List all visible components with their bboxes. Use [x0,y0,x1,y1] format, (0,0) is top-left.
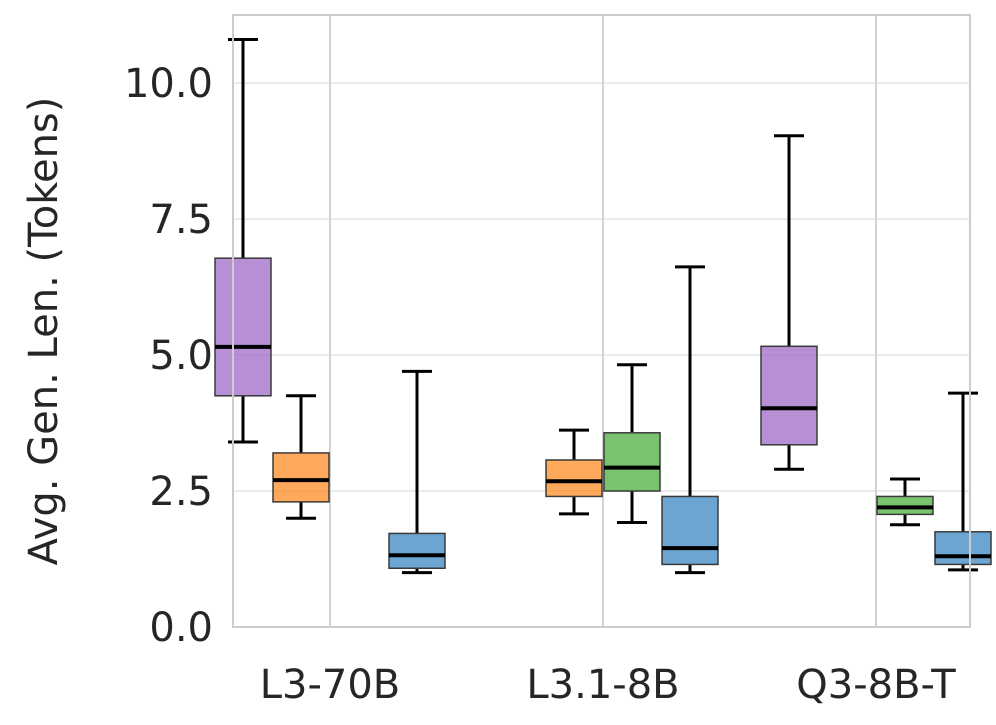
iqr-box [603,432,661,492]
y-tick-label: 5.0 [149,333,213,379]
box-Q3-8B-T-s0 [760,134,818,471]
y-axis-title: Avg. Gen. Len. (Tokens) [21,97,67,566]
iqr-box [388,532,446,569]
box-Q3-8B-T-s2 [876,477,934,527]
box-Q3-8B-T-s3 [934,391,992,572]
iqr-box [934,531,992,566]
x-tick-label: L3.1-8B [526,662,679,708]
x-tick-label: Q3-8B-T [796,662,956,708]
iqr-box [545,459,603,498]
y-tick-label: 7.5 [149,197,213,243]
box-L3-70B-s3 [388,369,446,575]
box-series [214,37,992,575]
box-L3-70B-s1 [272,394,330,520]
box-L3.1-8B-s2 [603,363,661,525]
iqr-box [272,452,330,503]
y-tick-label: 2.5 [149,469,213,515]
y-axis-ticks: 0.0 2.5 5.0 7.5 10.0 [124,61,213,651]
x-tick-label: L3-70B [260,662,401,708]
box-L3.1-8B-s3 [661,265,719,575]
grid-lines [233,15,970,627]
box-L3-70B-s0 [214,37,272,444]
x-axis-ticks: L3-70B L3.1-8B Q3-8B-T [260,662,957,708]
plot-frame [232,14,971,628]
iqr-box [214,257,272,397]
y-tick-label: 10.0 [124,61,213,107]
box-L3.1-8B-s1 [545,428,603,516]
iqr-box [661,495,719,566]
iqr-box [760,345,818,446]
y-tick-label: 0.0 [149,605,213,651]
